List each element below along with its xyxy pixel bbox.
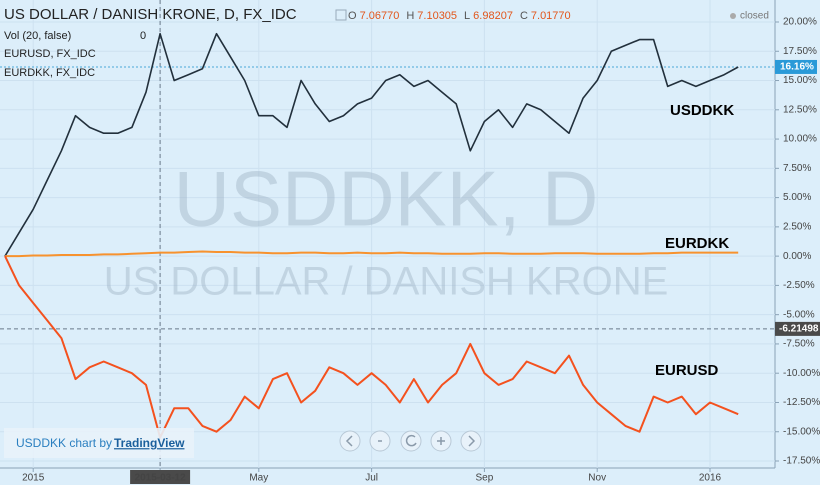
series-label: EURUSD: [655, 362, 719, 379]
scroll-left-button[interactable]: [339, 430, 361, 452]
watermark-subtitle: US DOLLAR / DANISH KRONE: [104, 260, 669, 304]
scroll-right-button[interactable]: [460, 430, 482, 452]
indicator-vol: Vol (20, false): [4, 30, 71, 42]
series-label: EURDKK: [665, 235, 729, 252]
x-crosshair-tag: [130, 470, 191, 484]
x-tick-label: 2016: [699, 473, 722, 484]
y-tick-label: 5.00%: [783, 192, 811, 203]
series-line: [4, 255, 739, 439]
credit-box: [4, 428, 194, 458]
ohlc-value: 7.06770: [360, 10, 400, 22]
x-tick-label: Sep: [476, 473, 494, 484]
plot: [0, 0, 775, 468]
last-price-label: 16.16%: [780, 62, 814, 73]
indicator-eurdkk: EURDKK, FX_IDC: [4, 67, 95, 79]
series-label: USDDKK: [670, 102, 734, 119]
ohlc-key: C: [520, 10, 528, 22]
series-line: [5, 250, 739, 258]
credit-text: USDDKK chart by: [16, 436, 112, 450]
y-tick-label: -2.50%: [783, 280, 815, 291]
crosshair-price-tag: [775, 321, 820, 336]
y-tick-label: 17.50%: [783, 46, 817, 57]
watermark-title: USDDKK, D: [174, 155, 599, 243]
y-tick-label: 20.00%: [783, 17, 817, 28]
x-tick-label: May: [249, 473, 268, 484]
overlay: US DOLLAR / DANISH KRONE, D, FX_IDC clos…: [4, 6, 820, 458]
x-tick-label: Nov: [588, 473, 606, 484]
y-tick-label: -7.50%: [783, 339, 815, 350]
market-status: closed: [740, 11, 769, 22]
ohlc-value: 7.01770: [531, 10, 571, 22]
credit-link[interactable]: TradingView: [114, 436, 185, 450]
indicator-eurusd: EURUSD, FX_IDC: [4, 48, 96, 60]
x-tick-label: 2015: [22, 473, 45, 484]
ohlc-key: H: [406, 10, 414, 22]
ohlc-value: 7.10305: [417, 10, 457, 22]
indicator-vol-value: 0: [140, 30, 146, 42]
y-tick-label: -5.00%: [783, 309, 815, 320]
y-tick-label: 7.50%: [783, 163, 811, 174]
crosshair-price-label: -6.21498: [779, 324, 819, 335]
symbol-title: US DOLLAR / DANISH KRONE, D, FX_IDC: [4, 6, 297, 23]
toolbar-icons: [345, 434, 476, 447]
ohlc-value: 6.98207: [473, 10, 513, 22]
series-line: [4, 32, 739, 257]
x-tick-label: Jul: [365, 473, 378, 484]
y-tick-label: 12.50%: [783, 104, 817, 115]
reset-button[interactable]: [400, 430, 422, 452]
zoom-toolbar: [339, 430, 482, 452]
x-tick-label: 2015-03-12: [135, 473, 187, 484]
y-tick-label: 10.00%: [783, 134, 817, 145]
ohlc-key: L: [464, 10, 470, 22]
ohlc-icon: [335, 9, 347, 21]
y-tick-label: 2.50%: [783, 222, 811, 233]
y-tick-label: -12.50%: [783, 397, 820, 408]
status-dot: [730, 13, 736, 19]
y-tick-label: 15.00%: [783, 75, 817, 86]
y-tick-label: -10.00%: [783, 368, 820, 379]
y-tick-label: 0.00%: [783, 251, 811, 262]
last-price-tag: [775, 59, 817, 74]
y-tick-label: -17.50%: [783, 456, 820, 467]
ohlc-key: O: [348, 10, 357, 22]
y-tick-label: -15.00%: [783, 426, 820, 437]
